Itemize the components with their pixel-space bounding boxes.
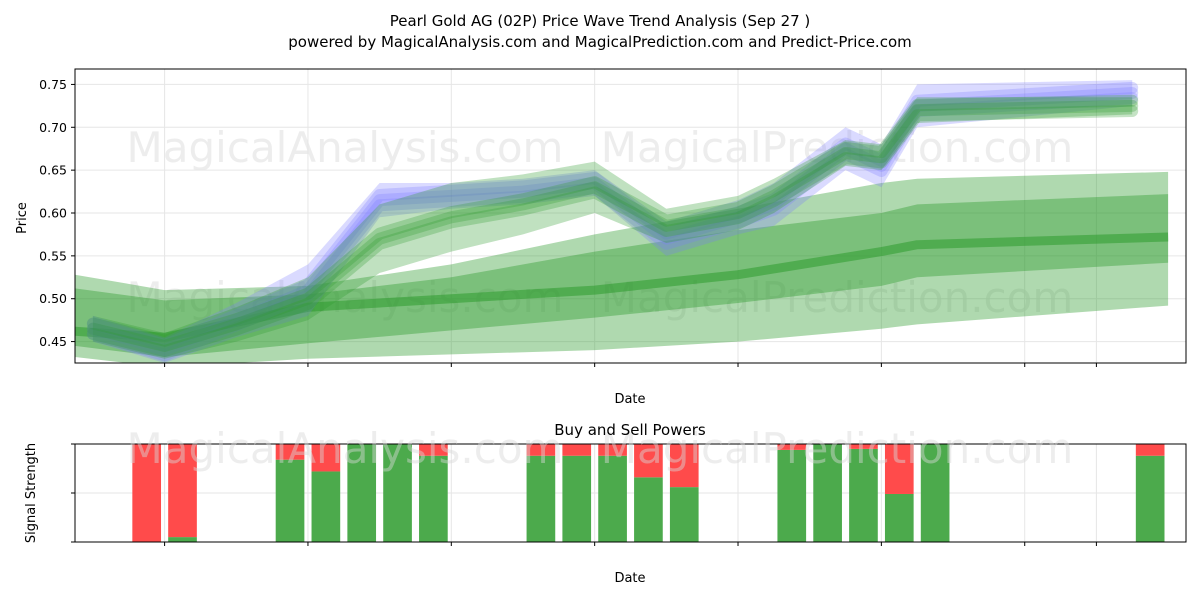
buy-bar	[598, 455, 627, 542]
price-y-tick-label: 0.55	[39, 248, 67, 263]
history-green-wave	[86, 105, 1139, 357]
history-green-wave	[86, 99, 1139, 352]
sell-bar	[884, 444, 914, 494]
sell-bar	[777, 444, 807, 450]
sell-bar	[526, 444, 556, 456]
history-blue-band	[92, 80, 1133, 363]
sell-bar	[562, 444, 592, 456]
buy-bar	[813, 444, 842, 542]
buy-bar	[562, 455, 592, 542]
signal-title: Buy and Sell Powers	[554, 421, 706, 439]
history-blue-wave	[86, 92, 1139, 362]
forecast-inner-band	[75, 194, 1169, 357]
forecast-outer-band	[75, 171, 1169, 363]
buy-bar	[526, 455, 556, 542]
buy-bar	[777, 449, 807, 542]
sell-bar	[598, 444, 627, 456]
forecast-center-line	[75, 232, 1169, 342]
sell-bar	[849, 444, 878, 449]
buy-bar	[884, 493, 914, 542]
sell-bar	[669, 444, 699, 488]
price-plot-area	[75, 80, 1169, 363]
buy-bar	[419, 455, 448, 542]
price-y-tick-label: 0.70	[39, 120, 67, 135]
watermark-prediction: MagicalPrediction.com	[601, 123, 1074, 172]
sell-bar	[275, 444, 305, 460]
buy-bar	[383, 444, 412, 542]
watermarks-signal-panel: MagicalAnalysis.com MagicalPrediction.co…	[127, 424, 1074, 473]
signal-x-label: Date	[614, 571, 645, 586]
watermark-analysis: MagicalAnalysis.com	[127, 123, 564, 172]
price-y-tick-label: 0.45	[39, 334, 67, 349]
buy-bar	[168, 537, 197, 542]
sell-bar	[132, 444, 162, 542]
price-y-tick-label: 0.65	[39, 163, 67, 178]
sell-bar	[634, 444, 663, 478]
buy-bar	[347, 444, 377, 542]
chart-title: Pearl Gold AG (02P) Price Wave Trend Ana…	[390, 12, 811, 30]
sell-bar	[419, 444, 448, 456]
buy-bar	[849, 448, 878, 542]
price-axes-frame	[74, 68, 1187, 364]
price-y-tick-label: 0.60	[39, 206, 67, 221]
buy-bar	[669, 487, 699, 542]
watermark-prediction-signal: MagicalPrediction.com	[601, 424, 1074, 473]
buy-bar	[920, 444, 950, 542]
history-green-wave	[86, 94, 1139, 347]
price-y-tick-label: 0.50	[39, 291, 67, 306]
buy-bar	[1135, 455, 1165, 542]
signal-panel	[71, 443, 1187, 546]
price-y-tick-label: 0.75	[39, 77, 67, 92]
signal-axes-frame	[74, 443, 1187, 543]
watermark-analysis-signal: MagicalAnalysis.com	[127, 424, 564, 473]
buy-bar	[634, 477, 663, 542]
price-panel: 0.45 0.50 0.55 0.60 0.65 0.70 0.75	[39, 68, 1187, 367]
price-y-label: Price	[15, 202, 30, 234]
sell-bar	[1135, 444, 1165, 456]
price-x-label: Date	[614, 392, 645, 407]
sell-bar	[311, 444, 341, 472]
history-blue-wave	[86, 81, 1139, 351]
chart-subtitle: powered by MagicalAnalysis.com and Magic…	[288, 33, 912, 51]
signal-y-label: Signal Strength	[24, 443, 39, 543]
buy-bar	[311, 471, 341, 542]
history-green-band	[92, 97, 1133, 359]
buy-bar	[275, 459, 305, 542]
history-blue-wave	[86, 87, 1139, 357]
sell-bar	[168, 444, 197, 538]
